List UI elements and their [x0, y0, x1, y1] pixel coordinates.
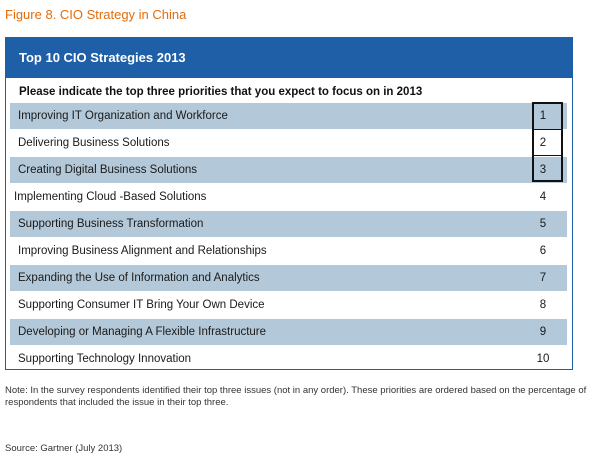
strategy-label: Delivering Business Solutions — [18, 137, 170, 149]
strategies-panel: Top 10 CIO Strategies 2013 Please indica… — [5, 37, 573, 370]
strategy-label: Supporting Technology Innovation — [18, 353, 192, 365]
strategy-rank: 2 — [539, 137, 547, 149]
strategy-label: Creating Digital Business Solutions — [18, 164, 197, 176]
strategy-label: Improving IT Organization and Workforce — [18, 110, 228, 122]
table-row: Implementing Cloud -Based Solutions 4 — [10, 183, 567, 210]
strategy-rank: 4 — [539, 191, 547, 203]
strategy-rank: 9 — [539, 326, 547, 338]
strategy-rank: 3 — [539, 164, 547, 176]
survey-question: Please indicate the top three priorities… — [19, 86, 423, 98]
strategy-label: Expanding the Use of Information and Ana… — [18, 272, 260, 284]
strategy-rank: 1 — [539, 110, 547, 122]
strategy-rank: 10 — [536, 353, 550, 365]
panel-header: Top 10 CIO Strategies 2013 — [6, 38, 572, 78]
strategy-rank: 7 — [539, 272, 547, 284]
table-row: Developing or Managing A Flexible Infras… — [10, 318, 567, 345]
strategy-table: Improving IT Organization and Workforce … — [10, 102, 567, 372]
strategy-label: Developing or Managing A Flexible Infras… — [18, 326, 267, 338]
survey-note: Note: In the survey respondents identifi… — [5, 385, 587, 408]
table-row: Supporting Technology Innovation 10 — [10, 345, 567, 372]
strategy-rank: 5 — [539, 218, 547, 230]
table-row: Creating Digital Business Solutions 3 — [10, 156, 567, 183]
strategy-label: Improving Business Alignment and Relatio… — [18, 245, 267, 257]
table-row: Expanding the Use of Information and Ana… — [10, 264, 567, 291]
strategy-rank: 6 — [539, 245, 547, 257]
table-row: Supporting Consumer IT Bring Your Own De… — [10, 291, 567, 318]
table-row: Improving Business Alignment and Relatio… — [10, 237, 567, 264]
strategy-label: Supporting Business Transformation — [18, 218, 204, 230]
strategy-label: Supporting Consumer IT Bring Your Own De… — [18, 299, 265, 311]
strategy-label: Implementing Cloud -Based Solutions — [14, 191, 207, 203]
source-citation: Source: Gartner (July 2013) — [5, 443, 123, 454]
table-row: Improving IT Organization and Workforce … — [10, 102, 567, 129]
table-row: Delivering Business Solutions 2 — [10, 129, 567, 156]
strategy-rank: 8 — [539, 299, 547, 311]
table-row: Supporting Business Transformation 5 — [10, 210, 567, 237]
figure-title: Figure 8. CIO Strategy in China — [5, 7, 187, 22]
